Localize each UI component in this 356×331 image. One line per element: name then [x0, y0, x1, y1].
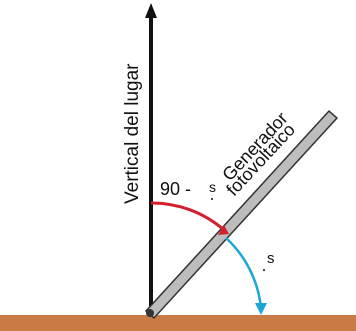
ground-strip [0, 315, 356, 331]
complement-angle-label: 90 - [160, 179, 191, 199]
complement-angle-symbol: s [209, 179, 216, 195]
vertical-label: Vertical del lugar [122, 63, 143, 204]
pv-panel [144, 109, 339, 320]
tilt-arc-arrow [255, 303, 267, 315]
tilt-angle-arc [225, 237, 263, 309]
complement-arc-arrow [218, 225, 229, 235]
tilt-angle-dot [263, 269, 265, 271]
vertical-arrow-head [145, 3, 157, 18]
tilt-angle-symbol: s [267, 250, 275, 267]
complement-angle-arc [150, 201, 225, 232]
complement-angle-dot [211, 198, 213, 200]
